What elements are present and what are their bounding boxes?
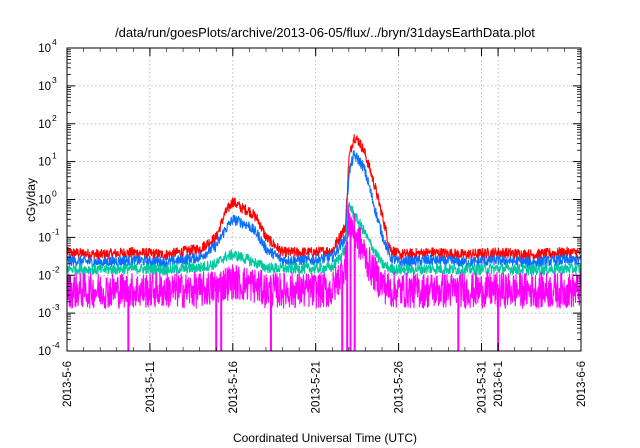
x-tick-label: 2013-5-31: [477, 361, 489, 413]
y-tick-exponent: -2: [52, 264, 60, 274]
y-tick-label: 10: [38, 195, 51, 207]
y-tick-exponent: -4: [52, 340, 60, 350]
y-tick-label: 10: [38, 157, 51, 169]
y-tick-label: 10: [38, 308, 51, 320]
chart-title: /data/run/goesPlots/archive/2013-06-05/f…: [115, 25, 535, 40]
series-line: [66, 134, 582, 261]
y-tick-label: 10: [38, 81, 51, 93]
x-tick-label: 2013-5-16: [228, 361, 240, 413]
y-tick-exponent: 0: [52, 189, 57, 199]
y-tick-exponent: 4: [52, 37, 57, 47]
x-tick-label: 2013-6-1: [493, 361, 505, 407]
series-line: [66, 150, 582, 269]
x-tick-label: 2013-5-21: [311, 361, 323, 413]
y-tick-label: 10: [38, 270, 51, 282]
axis-ticks: [66, 47, 582, 352]
y-tick-exponent: 1: [52, 151, 57, 161]
y-tick-label: 10: [38, 119, 51, 131]
x-tick-label: 2013-5-6: [62, 361, 74, 407]
y-tick-exponent: -1: [52, 226, 60, 236]
y-axis-label: cGy/day: [24, 178, 38, 222]
y-tick-label: 10: [38, 43, 51, 55]
y-tick-exponent: 2: [52, 113, 57, 123]
series-line: [66, 205, 582, 309]
x-tick-labels: 2013-5-6 2013-5-11 2013-5-16 2013-5-21 2013-…: [62, 361, 588, 413]
y-tick-exponent: 3: [52, 75, 57, 85]
series-line: [66, 201, 582, 276]
y-tick-label: 10: [38, 346, 51, 358]
x-tick-label: 2013-5-11: [145, 361, 157, 413]
y-tick-exponent: -3: [52, 302, 60, 312]
x-tick-label: 2013-5-26: [394, 361, 406, 413]
x-axis-label: Coordinated Universal Time (UTC): [233, 431, 417, 445]
x-tick-label: 2013-6-6: [576, 361, 588, 407]
y-tick-label: 10: [38, 232, 51, 244]
series-layer: [66, 134, 582, 351]
